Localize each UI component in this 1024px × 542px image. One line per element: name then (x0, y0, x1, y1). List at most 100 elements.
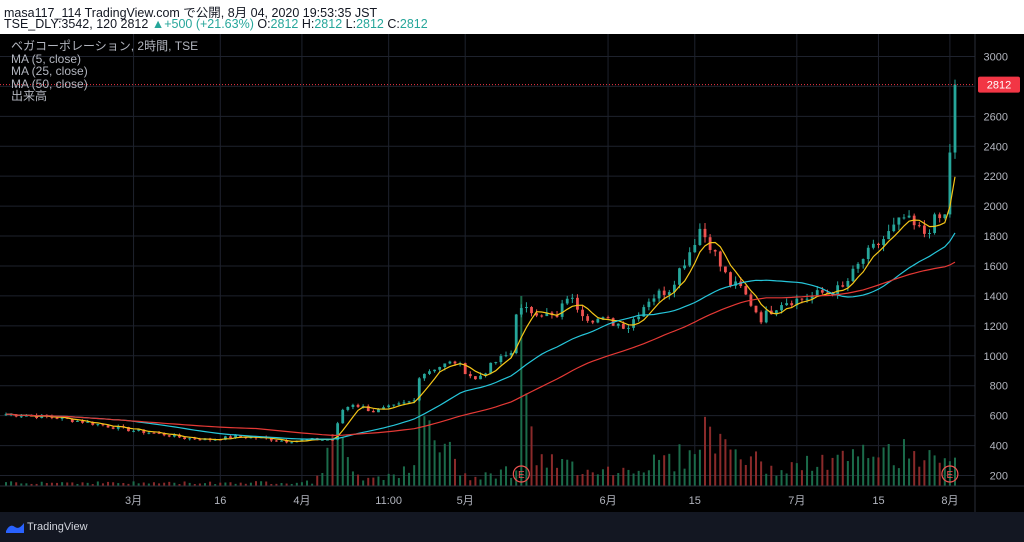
candle (157, 432, 161, 434)
candle (815, 290, 819, 296)
volume-bar (632, 473, 635, 486)
candle (627, 327, 630, 329)
candle (229, 436, 232, 439)
volume-bar (749, 456, 752, 486)
candle (596, 318, 600, 323)
candle (443, 363, 447, 368)
earnings-marker-icon (512, 465, 530, 483)
volume-bar (647, 470, 650, 486)
earnings-marker-icon (941, 465, 959, 483)
candle (96, 424, 100, 426)
candle (70, 418, 74, 422)
volume-bar (479, 479, 482, 486)
candle (336, 423, 340, 440)
volume-bar (377, 476, 380, 486)
volume-bar (489, 473, 492, 486)
candle (494, 362, 498, 364)
candle (902, 217, 906, 219)
volume-bar (673, 471, 676, 486)
volume-bar (550, 454, 553, 486)
volume-bar (693, 454, 696, 486)
volume-bar (642, 472, 645, 486)
candle (922, 225, 926, 234)
volume-bar (285, 483, 288, 486)
legend-volume[interactable]: 出来高 (11, 89, 48, 104)
candle (438, 367, 442, 370)
candle (152, 432, 156, 434)
symbol-label: TSE_DLY:3542, 120 (4, 17, 118, 31)
candle (871, 243, 875, 248)
candle (116, 426, 120, 429)
volume-bar (234, 483, 237, 486)
candle (856, 263, 860, 269)
volume-bar (836, 454, 839, 486)
volume-bar (499, 469, 502, 486)
candle (178, 434, 181, 438)
volume-bar (816, 466, 819, 486)
legend-ma5[interactable]: MA (5, close) (11, 51, 82, 66)
candle (167, 435, 171, 437)
candle (887, 231, 891, 240)
candle (581, 309, 584, 317)
candle (346, 406, 350, 410)
volume-bar (224, 482, 227, 486)
candle (693, 244, 697, 253)
candle (81, 420, 84, 423)
open-value: 2812 (270, 17, 299, 31)
candle (943, 214, 947, 219)
candle (76, 420, 79, 422)
candle (305, 439, 309, 441)
volume-bar (505, 466, 508, 486)
volume-bar (739, 459, 742, 486)
volume-bar (520, 296, 523, 486)
volume-bar (556, 467, 559, 486)
tradingview-brand[interactable]: TradingView (27, 521, 88, 533)
low-label: L: (345, 17, 357, 31)
candle (326, 439, 329, 441)
volume-bar (265, 481, 268, 486)
price-chart[interactable]: 200 400 600 800 1000 1200 1400 1600 1800 2000 2200… (0, 34, 1024, 512)
footer: TradingView (0, 512, 1024, 542)
candle (341, 409, 345, 424)
last-price: 2812 (120, 17, 149, 31)
candle (331, 439, 334, 441)
volume-bar (540, 454, 543, 486)
candle (351, 404, 355, 407)
candle (744, 286, 748, 295)
candle (642, 307, 646, 317)
volume-bar (571, 461, 574, 486)
volume-bar (112, 482, 115, 486)
candle (836, 285, 840, 295)
volume-bar (448, 441, 451, 486)
ohlc-row: TSE_DLY:3542, 120 2812 ▲+500 (+21.63%) O… (4, 17, 428, 31)
volume-bar (290, 483, 293, 486)
volume-bar (260, 481, 263, 486)
volume-bar (581, 474, 584, 486)
candle (162, 432, 166, 436)
candle (473, 376, 477, 380)
volume-bar (300, 482, 303, 486)
y-tick-label: 200 (990, 471, 1008, 483)
chart-area[interactable]: 200 400 600 800 1000 1200 1400 1600 1800 2000 2200… (0, 34, 1024, 512)
legend-ma50[interactable]: MA (50, close) (11, 76, 88, 91)
volume-bar (729, 449, 732, 486)
volume-bar (821, 454, 824, 486)
volume-bar (357, 474, 360, 486)
candle (223, 436, 227, 440)
candle (708, 237, 712, 250)
candle (132, 430, 135, 432)
tradingview-logo-icon[interactable] (6, 521, 24, 533)
legend-title[interactable]: ベガコーポレーション, 2時間, TSE (11, 39, 199, 53)
volume-bar (25, 483, 28, 486)
volume-bar (214, 484, 217, 486)
volume-bar (387, 473, 390, 486)
candle (366, 406, 370, 412)
candle (948, 152, 952, 215)
candle (504, 355, 508, 357)
volume-bar (535, 465, 538, 486)
volume-bar (719, 433, 722, 486)
volume-bar (576, 475, 579, 486)
y-tick-label: 2400 (984, 141, 1008, 153)
volume-bar (755, 451, 758, 486)
legend-ma25[interactable]: MA (25, close) (11, 64, 88, 79)
